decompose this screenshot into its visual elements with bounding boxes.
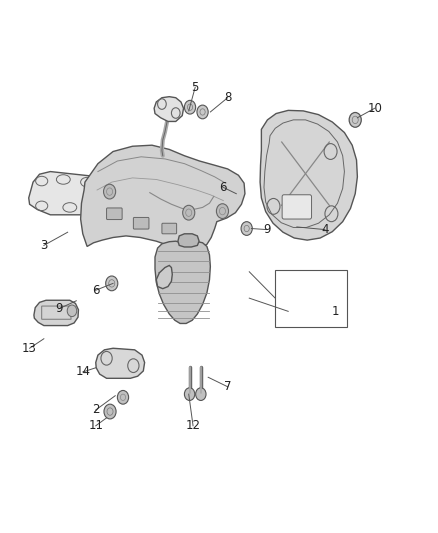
Circle shape	[197, 105, 208, 119]
Polygon shape	[155, 241, 210, 324]
Text: 9: 9	[263, 223, 270, 236]
Circle shape	[103, 184, 116, 199]
Polygon shape	[29, 172, 111, 215]
Text: 9: 9	[55, 302, 63, 315]
Text: 6: 6	[92, 284, 99, 297]
Text: 1: 1	[332, 305, 339, 318]
Text: 7: 7	[224, 380, 231, 393]
Text: 11: 11	[88, 419, 103, 432]
Circle shape	[117, 391, 129, 404]
Text: 5: 5	[191, 80, 199, 94]
Circle shape	[183, 205, 195, 220]
FancyBboxPatch shape	[106, 208, 122, 220]
Circle shape	[349, 112, 361, 127]
Text: 14: 14	[75, 366, 90, 378]
Polygon shape	[34, 300, 78, 326]
Text: 6: 6	[219, 181, 227, 194]
Polygon shape	[81, 145, 245, 251]
Text: 4: 4	[321, 223, 328, 236]
Polygon shape	[96, 348, 145, 378]
Text: 13: 13	[22, 342, 37, 355]
Text: 3: 3	[40, 239, 48, 252]
Circle shape	[104, 404, 116, 419]
Circle shape	[196, 388, 206, 400]
Circle shape	[106, 276, 118, 291]
Bar	[275, 270, 346, 327]
Text: 10: 10	[367, 102, 382, 115]
Polygon shape	[178, 234, 199, 247]
Polygon shape	[156, 265, 172, 289]
Polygon shape	[154, 96, 184, 122]
Circle shape	[67, 305, 77, 317]
Text: 12: 12	[186, 419, 201, 432]
Circle shape	[216, 204, 229, 219]
FancyBboxPatch shape	[134, 217, 149, 229]
FancyBboxPatch shape	[162, 223, 177, 234]
FancyBboxPatch shape	[282, 195, 311, 219]
Circle shape	[241, 222, 252, 236]
Circle shape	[184, 100, 196, 114]
Circle shape	[184, 388, 195, 400]
Text: 2: 2	[92, 403, 99, 416]
Text: 8: 8	[224, 91, 231, 104]
Polygon shape	[260, 110, 357, 240]
